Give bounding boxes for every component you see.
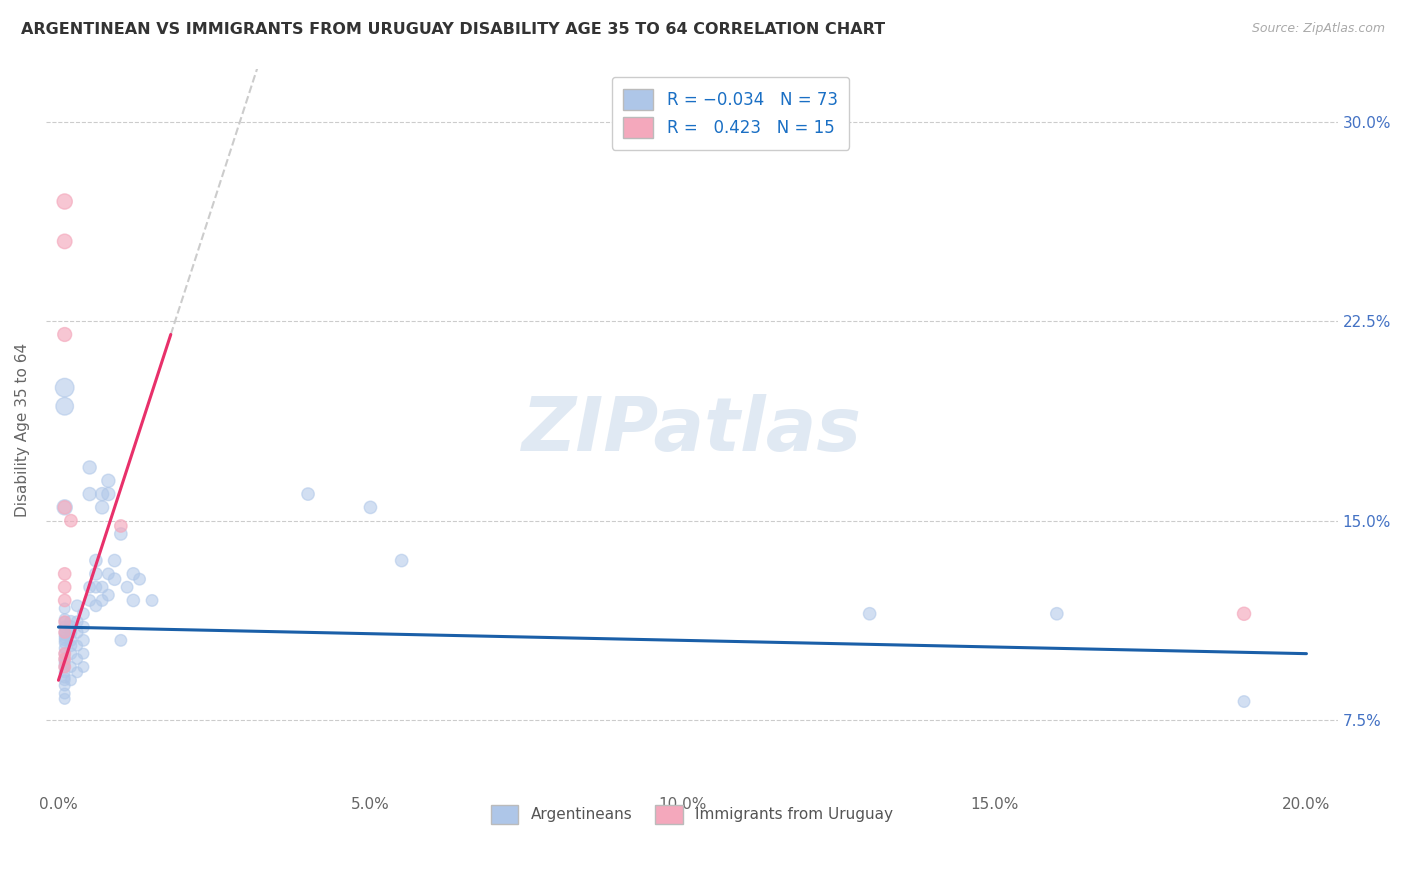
Point: [84, 580, 107, 594]
Point: [53, 671, 76, 685]
Point: [59, 514, 82, 528]
Point: [1046, 607, 1069, 621]
Point: [53, 691, 76, 706]
Point: [53, 665, 76, 680]
Point: [110, 633, 132, 648]
Point: [72, 607, 94, 621]
Point: [141, 593, 163, 607]
Point: [72, 660, 94, 674]
Point: [53, 625, 76, 640]
Point: [59, 647, 82, 661]
Point: [128, 572, 150, 586]
Point: [53, 399, 76, 413]
Point: [53, 620, 76, 634]
Point: [53, 612, 76, 626]
Point: [122, 566, 145, 581]
Point: [53, 633, 76, 648]
Point: [104, 553, 127, 567]
Point: [53, 601, 76, 615]
Point: [97, 588, 120, 602]
Point: [104, 572, 127, 586]
Point: [66, 599, 89, 613]
Point: [79, 460, 101, 475]
Point: [53, 631, 76, 645]
Point: [53, 687, 76, 701]
Point: [53, 580, 76, 594]
Point: [53, 615, 76, 629]
Point: [91, 487, 114, 501]
Point: [53, 679, 76, 693]
Text: ARGENTINEAN VS IMMIGRANTS FROM URUGUAY DISABILITY AGE 35 TO 64 CORRELATION CHART: ARGENTINEAN VS IMMIGRANTS FROM URUGUAY D…: [21, 22, 886, 37]
Point: [66, 625, 89, 640]
Point: [79, 487, 101, 501]
Point: [84, 599, 107, 613]
Legend: Argentineans, Immigrants from Uruguay: Argentineans, Immigrants from Uruguay: [479, 794, 904, 835]
Point: [53, 566, 76, 581]
Point: [1233, 694, 1256, 708]
Point: [110, 519, 132, 533]
Point: [53, 381, 76, 395]
Y-axis label: Disability Age 35 to 64: Disability Age 35 to 64: [15, 343, 30, 517]
Point: [66, 665, 89, 680]
Point: [79, 593, 101, 607]
Point: [59, 633, 82, 648]
Point: [97, 487, 120, 501]
Point: [59, 615, 82, 629]
Point: [53, 500, 76, 515]
Point: [297, 487, 319, 501]
Point: [72, 620, 94, 634]
Point: [359, 500, 381, 515]
Point: [53, 647, 76, 661]
Point: [53, 615, 76, 629]
Point: [91, 593, 114, 607]
Point: [59, 673, 82, 688]
Point: [59, 620, 82, 634]
Point: [59, 639, 82, 653]
Point: [115, 580, 138, 594]
Point: [53, 500, 76, 515]
Point: [1233, 607, 1256, 621]
Point: [53, 593, 76, 607]
Point: [84, 553, 107, 567]
Point: [53, 657, 76, 672]
Point: [66, 615, 89, 629]
Point: [110, 527, 132, 541]
Point: [53, 636, 76, 650]
Point: [53, 655, 76, 669]
Point: [859, 607, 882, 621]
Point: [79, 580, 101, 594]
Text: Source: ZipAtlas.com: Source: ZipAtlas.com: [1251, 22, 1385, 36]
Point: [84, 566, 107, 581]
Point: [53, 652, 76, 666]
Point: [53, 660, 76, 674]
Point: [53, 625, 76, 640]
Point: [53, 673, 76, 688]
Point: [53, 641, 76, 656]
Point: [59, 660, 82, 674]
Point: [53, 235, 76, 249]
Point: [66, 652, 89, 666]
Point: [391, 553, 413, 567]
Point: [97, 474, 120, 488]
Text: ZIPatlas: ZIPatlas: [522, 393, 862, 467]
Point: [72, 647, 94, 661]
Point: [91, 500, 114, 515]
Point: [97, 566, 120, 581]
Point: [53, 660, 76, 674]
Point: [53, 652, 76, 666]
Point: [53, 194, 76, 209]
Point: [53, 327, 76, 342]
Point: [91, 580, 114, 594]
Point: [53, 628, 76, 642]
Point: [72, 633, 94, 648]
Point: [66, 639, 89, 653]
Point: [53, 647, 76, 661]
Point: [59, 625, 82, 640]
Point: [122, 593, 145, 607]
